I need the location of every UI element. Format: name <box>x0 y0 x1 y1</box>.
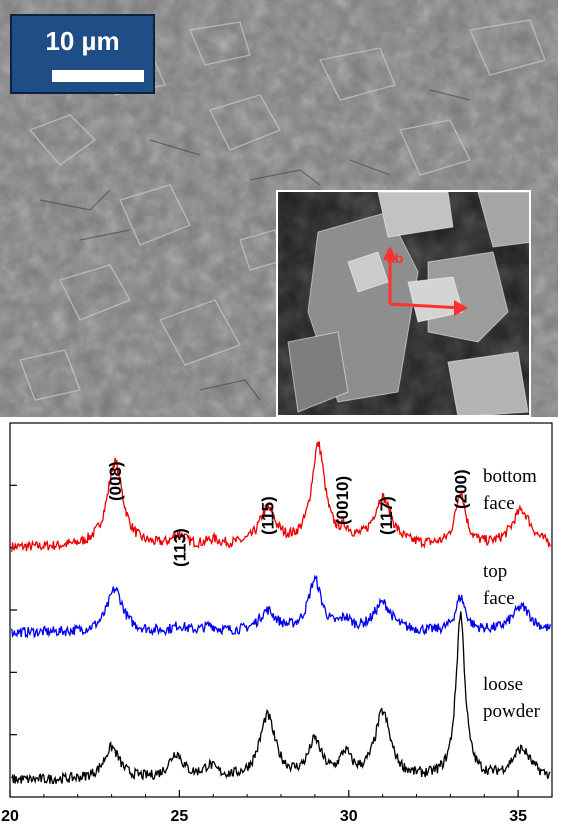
peak-label: (115) <box>259 496 278 535</box>
scale-bar <box>52 70 144 82</box>
series-label: top <box>483 561 507 582</box>
series-label: powder <box>483 701 541 722</box>
axis-ticks: 20 25 30 35 <box>1 484 527 825</box>
x-tick-label: 30 <box>340 808 358 825</box>
x-tick-label: 35 <box>509 808 527 825</box>
series-line-2 <box>11 611 551 785</box>
peak-label: (113) <box>170 528 189 567</box>
inset-arrow-label: ab <box>387 250 404 266</box>
series-group <box>11 441 551 785</box>
peak-labels: (008) (113) (115) (0010) (117) (200) <box>106 461 471 567</box>
xrd-plot: 20 25 30 35 (008) (113) (115) (0010) (117) (200)… <box>1 422 553 825</box>
series-label: bottom <box>483 466 537 487</box>
series-labels: bottom face top face loose powder <box>483 466 541 722</box>
plot-frame <box>9 422 553 798</box>
x-tick-label: 20 <box>1 808 19 825</box>
peak-label: (0010) <box>333 476 352 525</box>
series-label: face <box>483 588 515 609</box>
series-line-1 <box>11 574 551 639</box>
peak-label: (008) <box>106 461 125 501</box>
inset-texture <box>278 192 529 415</box>
sem-inset: ab <box>276 190 531 417</box>
x-tick-label: 25 <box>170 808 188 825</box>
peak-label: (117) <box>377 496 396 535</box>
scale-bar-badge: 10 µm <box>10 14 155 94</box>
peak-label: (200) <box>452 469 471 509</box>
scale-bar-text: 10 µm <box>45 26 120 56</box>
sem-micrograph: 10 µm <box>0 0 558 417</box>
series-line-0 <box>11 441 551 552</box>
ab-axis-arrows <box>388 252 464 310</box>
series-label: face <box>483 493 515 514</box>
series-label: loose <box>483 674 523 695</box>
